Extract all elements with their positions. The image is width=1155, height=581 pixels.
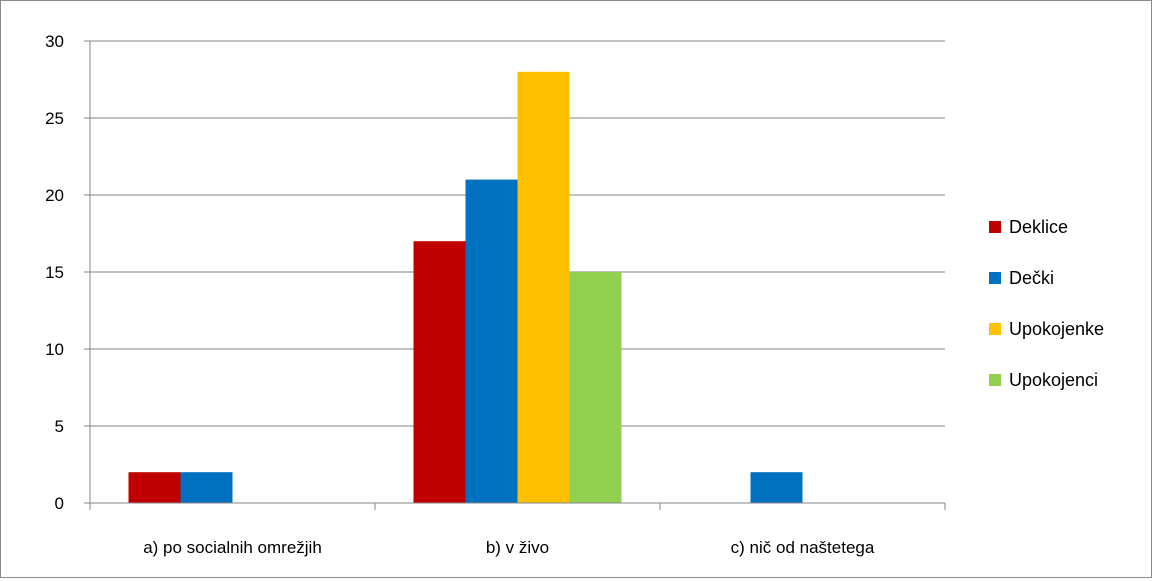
- x-category-label: a) po socialnih omrežjih: [143, 538, 322, 557]
- legend-label: Deklice: [1009, 217, 1068, 237]
- x-axis: a) po socialnih omrežjih b) v živo c) nič …: [89, 502, 946, 557]
- x-category-label: c) nič od naštetega: [731, 538, 875, 557]
- legend-swatch: [989, 374, 1001, 386]
- bar-upokojenke-2: [517, 71, 570, 504]
- bar-upokojenci-2: [569, 272, 622, 503]
- legend-label: Upokojenci: [1009, 370, 1098, 390]
- legend-swatch: [989, 323, 1001, 335]
- bar-de-ki-1: [180, 472, 233, 503]
- y-axis-ticks: 0 5 10 15 20 25 30: [45, 32, 91, 513]
- bar-de-ki-3: [750, 472, 803, 503]
- bar-de-ki-2: [465, 179, 518, 503]
- legend-swatch: [989, 272, 1001, 284]
- y-tick-label: 20: [45, 186, 64, 205]
- y-tick-label: 30: [45, 32, 64, 51]
- y-tick-label: 5: [55, 417, 64, 436]
- y-tick-label: 25: [45, 109, 64, 128]
- legend-label: Dečki: [1009, 268, 1054, 288]
- bars: [128, 71, 803, 504]
- y-tick-label: 0: [55, 494, 64, 513]
- bar-deklice-1: [128, 472, 181, 503]
- legend-swatch: [989, 221, 1001, 233]
- y-tick-label: 10: [45, 340, 64, 359]
- x-category-label: b) v živo: [486, 538, 549, 557]
- bar-deklice-2: [413, 241, 466, 503]
- y-tick-label: 15: [45, 263, 64, 282]
- legend-label: Upokojenke: [1009, 319, 1104, 339]
- legend: Deklice Dečki Upokojenke Upokojenci: [989, 217, 1104, 390]
